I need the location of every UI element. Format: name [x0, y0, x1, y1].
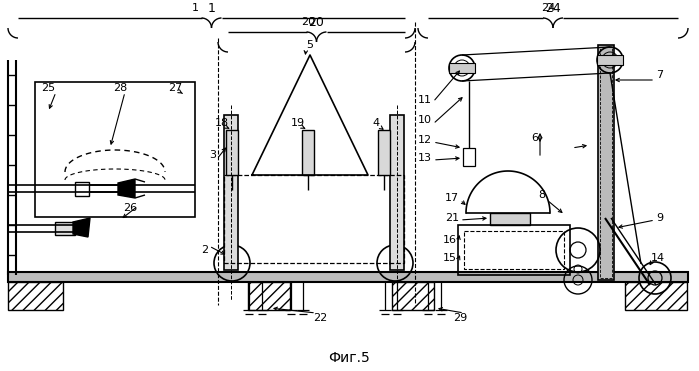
Bar [378, 130, 390, 175]
Text: 19: 19 [291, 118, 305, 128]
Bar [490, 213, 530, 225]
Bar [392, 282, 434, 310]
Text: 29: 29 [453, 313, 467, 323]
Text: 1: 1 [208, 1, 215, 14]
Bar [464, 231, 564, 269]
Text: 11: 11 [418, 95, 432, 105]
Polygon shape [73, 218, 90, 237]
Text: 5: 5 [306, 40, 313, 50]
Text: 1: 1 [192, 3, 199, 13]
Bar [463, 148, 475, 166]
Bar [458, 225, 570, 275]
Bar [226, 130, 238, 175]
Text: 22: 22 [313, 313, 327, 323]
Text: 4: 4 [373, 118, 380, 128]
Text: 20: 20 [308, 16, 324, 29]
Text: 12: 12 [418, 135, 432, 145]
Text: 10: 10 [418, 115, 432, 125]
Bar [224, 175, 404, 263]
Text: 7: 7 [656, 70, 663, 80]
Text: 24: 24 [541, 3, 555, 13]
Text: 6: 6 [531, 133, 538, 143]
Text: 17: 17 [445, 193, 459, 203]
Bar [75, 182, 89, 196]
Bar [35, 82, 195, 217]
Bar [390, 115, 404, 270]
Text: 3: 3 [210, 150, 217, 160]
Text: 28: 28 [113, 83, 127, 93]
Bar [449, 63, 475, 73]
Text: 24: 24 [545, 1, 561, 14]
Bar [8, 272, 688, 282]
Text: 9: 9 [656, 213, 663, 223]
Text: 15: 15 [443, 253, 457, 263]
Text: 21: 21 [445, 213, 459, 223]
Bar [224, 115, 238, 270]
Text: 27: 27 [168, 83, 182, 93]
Bar [598, 45, 614, 280]
Text: 18: 18 [215, 118, 229, 128]
Bar [55, 222, 75, 235]
Polygon shape [118, 179, 135, 198]
Text: 8: 8 [538, 190, 545, 200]
Text: 2: 2 [201, 245, 208, 255]
Bar [597, 55, 623, 65]
Bar [625, 282, 687, 310]
Bar [248, 282, 290, 310]
Text: 14: 14 [651, 253, 665, 263]
Text: 26: 26 [123, 203, 137, 213]
Text: 13: 13 [418, 153, 432, 163]
Bar [600, 47, 612, 278]
Text: 20: 20 [301, 17, 315, 27]
Bar [302, 130, 314, 175]
Text: 25: 25 [41, 83, 55, 93]
Bar [8, 282, 63, 310]
Text: Фиг.5: Фиг.5 [328, 351, 370, 365]
Text: 16: 16 [443, 235, 457, 245]
